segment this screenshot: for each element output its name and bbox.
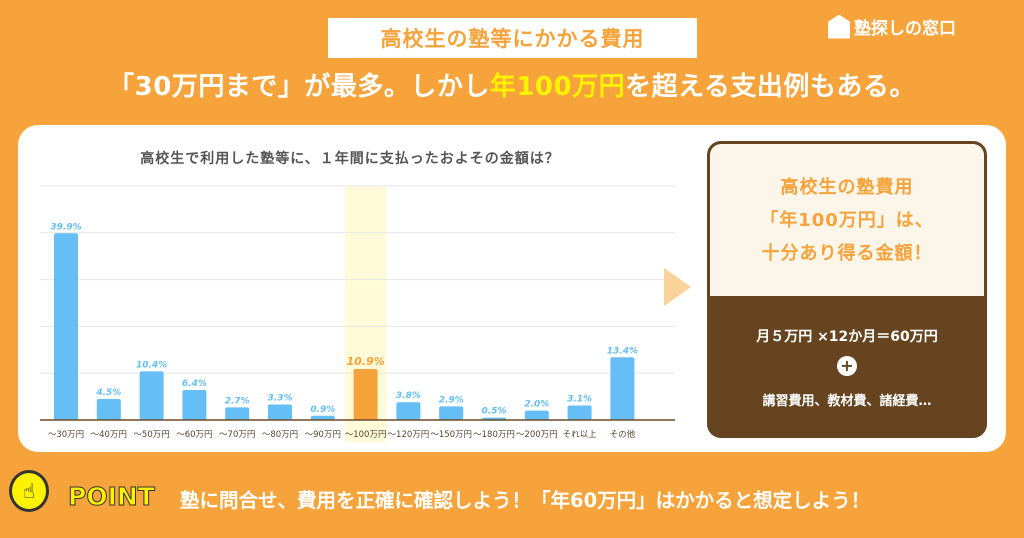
headline-highlight: 年100万円 <box>489 72 626 102</box>
category-label: ～70万円 <box>219 430 255 440</box>
bar <box>268 404 292 420</box>
bar <box>310 415 335 420</box>
data-label: 13.4% <box>607 346 638 356</box>
headline-post: を超える支出例もある。 <box>625 72 916 102</box>
bar <box>524 410 549 420</box>
category-label: その他 <box>610 429 636 440</box>
category-label: ～40万円 <box>91 430 127 440</box>
headline-pre: 「30万円まで」が最多。しかし <box>108 72 490 102</box>
pointing-hand-icon: ☝ <box>9 470 49 512</box>
headline: 「30万円まで」が最多。しかし年100万円を超える支出例もある。 <box>0 66 1024 103</box>
panel-line-2: 「年100万円」は、 <box>760 209 934 231</box>
bar-chart: 39.9% ～30万円 4.5% ～40万円 10.4% ～50万円 6.4% ～60万円 2.… <box>40 185 675 442</box>
panel-extras: 講習費用、教材費、諸経費… <box>762 394 932 409</box>
data-label: 3.1% <box>567 394 592 404</box>
bar <box>567 405 592 420</box>
point-label: POINT <box>68 482 156 512</box>
section-tag: 高校生の塾等にかかる費用 <box>328 18 697 58</box>
brand-logo: 塾探しの窓口 <box>828 14 956 39</box>
category-label: それ以上 <box>563 430 598 440</box>
chart-title: 高校生で利用した塾等に、１年間に支払ったおよその金額は？ <box>140 151 560 167</box>
bar <box>353 368 378 420</box>
category-label: ～30万円 <box>48 430 84 440</box>
bar <box>225 407 250 420</box>
category-label: ～100万円 <box>345 430 387 440</box>
bar <box>610 357 635 420</box>
data-label: 3.8% <box>396 391 421 401</box>
data-label: 2.0% <box>524 400 549 410</box>
category-label: ～120万円 <box>388 430 430 440</box>
data-label: 2.7% <box>225 396 250 406</box>
category-label: ～80万円 <box>262 430 298 440</box>
bar <box>139 371 164 420</box>
data-label: 39.9% <box>50 222 81 232</box>
panel-formula: 月５万円 ×12か月＝60万円 <box>756 329 938 345</box>
summary-panel: 高校生の塾費用 「年100万円」は、 十分あり得る金額！ 月５万円 ×12か月＝… <box>707 141 987 438</box>
category-label: ～180万円 <box>473 430 515 440</box>
house-icon <box>828 14 850 39</box>
data-label: 10.4% <box>136 360 167 370</box>
bar <box>54 233 78 420</box>
category-label: ～60万円 <box>176 430 212 440</box>
data-label: 0.9% <box>310 405 335 415</box>
point-message: 塾に問合せ、費用を正確に確認しよう！「年60万円」はかかると想定しよう！ <box>180 489 871 512</box>
arrow-right-icon <box>664 268 691 306</box>
bar <box>96 398 121 420</box>
panel-line-3: 十分あり得る金額！ <box>761 242 933 264</box>
panel-detail: 月５万円 ×12か月＝60万円 + 講習費用、教材費、諸経費… <box>710 296 984 409</box>
bar <box>439 406 464 420</box>
data-label: 10.9% <box>347 355 385 368</box>
category-label: ～150万円 <box>430 430 472 440</box>
data-label: 6.4% <box>182 379 207 389</box>
category-label: ～50万円 <box>133 430 169 440</box>
logo-text: 塾探しの窓口 <box>854 19 956 39</box>
data-label: 2.9% <box>439 395 464 405</box>
bar <box>396 402 421 420</box>
category-label: ～90万円 <box>305 430 341 440</box>
data-label: 0.5% <box>482 407 507 417</box>
panel-headline: 高校生の塾費用 「年100万円」は、 十分あり得る金額！ <box>710 144 984 296</box>
plus-icon: + <box>837 356 857 376</box>
data-label: 3.3% <box>268 394 293 404</box>
bar <box>182 390 207 420</box>
data-label: 4.5% <box>95 388 121 398</box>
panel-line-1: 高校生の塾費用 <box>780 176 914 198</box>
category-label: ～200万円 <box>516 430 558 440</box>
